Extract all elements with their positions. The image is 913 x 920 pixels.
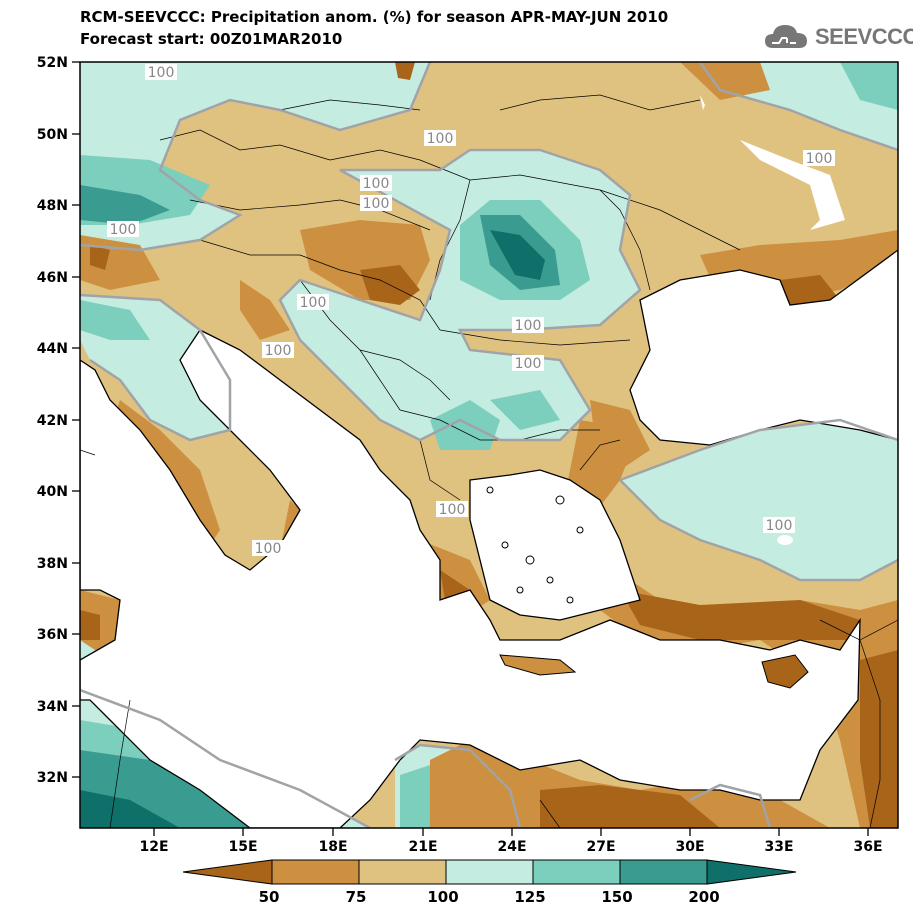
map-subtitle: Forecast start: 00Z01MAR2010	[80, 30, 343, 48]
colorbar-labels: 50 75 100 125 150 200	[259, 888, 720, 906]
colorbar-swatch	[619, 859, 708, 885]
lon-label: 21E	[408, 839, 437, 855]
sea-areas	[80, 249, 898, 828]
lon-label: 24E	[497, 839, 526, 855]
lat-label: 44N	[37, 341, 68, 357]
svg-text:100: 100	[300, 295, 327, 311]
lat-label: 48N	[37, 198, 68, 214]
map-frame	[79, 61, 899, 829]
black-sea	[629, 249, 898, 446]
seevccc-logo: SEEVCCC	[763, 22, 913, 52]
colorbar-swatch	[706, 859, 797, 885]
colorbar-label: 50	[259, 888, 280, 906]
contour-label: 100	[763, 517, 795, 534]
svg-text:100: 100	[766, 518, 793, 534]
colorbar-label: 200	[688, 888, 719, 906]
colorbar-label: 100	[427, 888, 458, 906]
contour-label: 100	[145, 64, 177, 81]
aegean-sea	[469, 469, 641, 621]
contour-label: 100	[436, 501, 468, 518]
contour-label: 100	[252, 540, 284, 557]
colorbar-swatch	[182, 859, 273, 885]
lat-label: 50N	[37, 127, 68, 143]
colorbar	[182, 859, 797, 885]
svg-text:100: 100	[265, 343, 292, 359]
lat-label: 52N	[37, 55, 68, 71]
contour-label: 100	[107, 221, 139, 238]
colorbar-label: 150	[601, 888, 632, 906]
svg-text:100: 100	[806, 151, 833, 167]
lat-label: 38N	[37, 556, 68, 572]
lat-label: 40N	[37, 484, 68, 500]
lake-tuz	[777, 535, 793, 545]
contour-label: 100	[424, 130, 456, 147]
contour-label: 100	[360, 195, 392, 212]
lon-label: 15E	[228, 839, 257, 855]
lon-label: 33E	[764, 839, 793, 855]
contour-lines	[80, 62, 898, 828]
contour-label: 100	[512, 317, 544, 334]
colorbar-swatch	[271, 859, 360, 885]
river-segment	[700, 95, 705, 110]
colorbar-label: 125	[514, 888, 545, 906]
cloud-icon	[765, 25, 807, 48]
lat-label: 46N	[37, 270, 68, 286]
river-dnieper	[740, 140, 845, 250]
svg-text:100: 100	[363, 196, 390, 212]
map-title: RCM-SEEVCCC: Precipitation anom. (%) for…	[80, 8, 669, 26]
lat-label: 34N	[37, 699, 68, 715]
lon-label: 12E	[139, 839, 168, 855]
svg-text:100: 100	[363, 176, 390, 192]
contour-label-layer: 100 100 100 100 100 100 100 100 100 100 …	[107, 64, 835, 557]
svg-text:100: 100	[148, 65, 175, 81]
colorbar-swatch	[358, 859, 447, 885]
svg-text:100: 100	[515, 318, 542, 334]
islands	[486, 486, 809, 689]
lat-label: 32N	[37, 770, 68, 786]
lon-label: 27E	[586, 839, 615, 855]
svg-text:100: 100	[110, 222, 137, 238]
latitude-axis: 52N 50N 48N 46N 44N 42N 40N 38N 36N 34N …	[37, 55, 80, 786]
country-borders	[80, 94, 898, 828]
mediterranean-sea	[80, 329, 861, 828]
colorbar-label: 75	[346, 888, 367, 906]
svg-text:100: 100	[515, 356, 542, 372]
map-area: 100 100 100 100 100 100 100 100 100 100 …	[80, 62, 898, 828]
lon-label: 30E	[675, 839, 704, 855]
contour-label: 100	[360, 175, 392, 192]
svg-text:100: 100	[255, 541, 282, 557]
wet-anomaly-extreme	[80, 230, 545, 828]
contour-label: 100	[512, 355, 544, 372]
lon-label: 18E	[318, 839, 347, 855]
svg-text:100: 100	[439, 502, 466, 518]
svg-text:100: 100	[427, 131, 454, 147]
colorbar-swatch	[532, 859, 621, 885]
contour-label: 100	[297, 294, 329, 311]
contour-label: 100	[803, 150, 835, 167]
contour-label: 100	[262, 342, 294, 359]
logo-text: SEEVCCC	[815, 24, 913, 49]
colorbar-swatch	[445, 859, 534, 885]
lon-label: 36E	[853, 839, 882, 855]
lat-label: 36N	[37, 627, 68, 643]
lat-label: 42N	[37, 413, 68, 429]
longitude-axis: 12E 15E 18E 21E 24E 27E 30E 33E 36E	[139, 828, 883, 855]
